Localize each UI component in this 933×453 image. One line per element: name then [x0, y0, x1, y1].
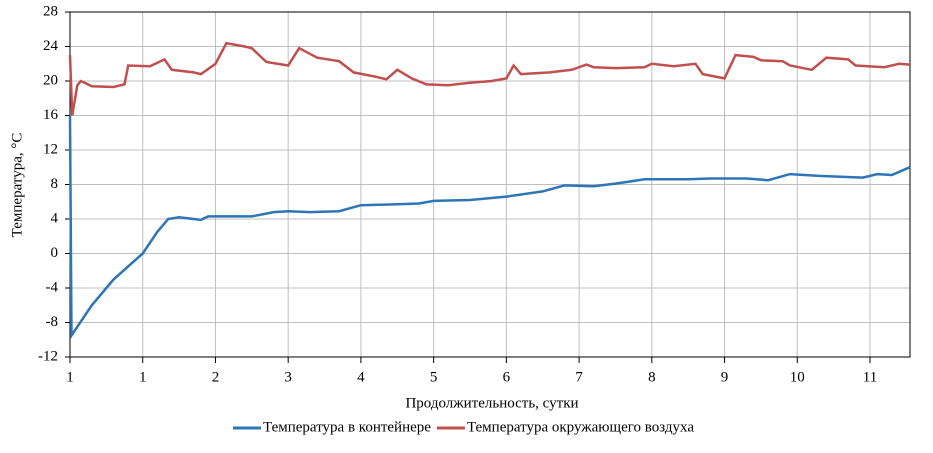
y-tick-label: -8 — [46, 314, 59, 330]
x-tick-label: 1 — [66, 369, 74, 385]
x-tick-label: 2 — [212, 369, 220, 385]
y-tick-label: 0 — [51, 245, 59, 261]
line — [68, 41, 911, 116]
x-tick-label: 1 — [139, 369, 147, 385]
x-tick-label: 5 — [430, 369, 438, 385]
x-tick-label: 8 — [648, 369, 656, 385]
x-tick-label: 7 — [575, 369, 583, 385]
x-tick-label: 4 — [357, 369, 365, 385]
y-tick-label: 4 — [51, 210, 59, 226]
y-tick-label: 12 — [43, 141, 58, 157]
x-tick-label: 9 — [721, 369, 729, 385]
y-tick-label: 16 — [43, 107, 59, 123]
legend-label: Температура окружающего воздуха — [467, 419, 694, 435]
y-tick-label: -12 — [38, 348, 58, 364]
x-axis-label: Продолжительность, сутки — [405, 395, 578, 411]
y-tick-label: 24 — [43, 38, 59, 54]
x-tick-label: 10 — [790, 369, 805, 385]
x-tick-label: 6 — [503, 369, 511, 385]
legend-label: Температура в контейнере — [263, 419, 431, 435]
x-tick-label: 11 — [863, 369, 877, 385]
y-axis-label: Температура, °C — [9, 133, 25, 238]
y-tick-label: 28 — [43, 3, 58, 19]
y-tick-label: -4 — [46, 279, 59, 295]
line — [68, 115, 911, 340]
y-tick-label: 8 — [51, 176, 59, 192]
y-tick-label: 20 — [43, 72, 58, 88]
x-tick-label: 3 — [284, 369, 292, 385]
